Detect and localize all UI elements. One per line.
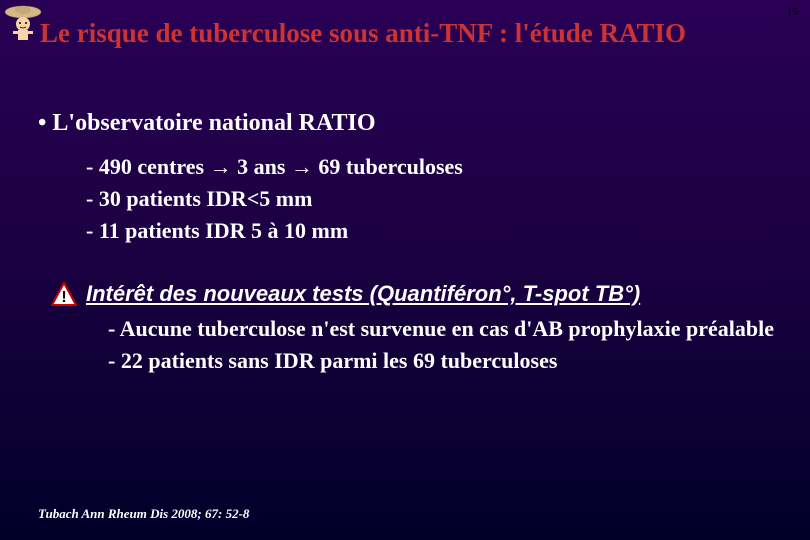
sub-item: 30 patients IDR<5 mm	[86, 183, 780, 215]
slide-title: Le risque de tuberculose sous anti-TNF :…	[40, 18, 770, 49]
slide-number: 15	[787, 6, 798, 18]
warning-text: Intérêt des nouveaux tests (Quantiféron°…	[86, 281, 640, 307]
warning-row: ! Intérêt des nouveaux tests (Quantiféro…	[50, 281, 780, 307]
sub-item: Aucune tuberculose n'est survenue en cas…	[108, 313, 780, 345]
bullet-main: L'observatoire national RATIO	[38, 110, 780, 137]
warning-triangle-icon: !	[50, 281, 78, 307]
sub-list-2: Aucune tuberculose n'est survenue en cas…	[108, 313, 780, 377]
slide-content: L'observatoire national RATIO 490 centre…	[38, 110, 780, 376]
sub-item: 11 patients IDR 5 à 10 mm	[86, 215, 780, 247]
character-icon	[2, 2, 44, 44]
sub-item: 22 patients sans IDR parmi les 69 tuberc…	[108, 345, 780, 377]
citation: Tubach Ann Rheum Dis 2008; 67: 52-8	[38, 506, 249, 522]
sub-list-1: 490 centres → 3 ans → 69 tuberculoses 30…	[86, 151, 780, 247]
sub-item: 490 centres → 3 ans → 69 tuberculoses	[86, 151, 780, 183]
svg-text:!: !	[61, 289, 66, 306]
